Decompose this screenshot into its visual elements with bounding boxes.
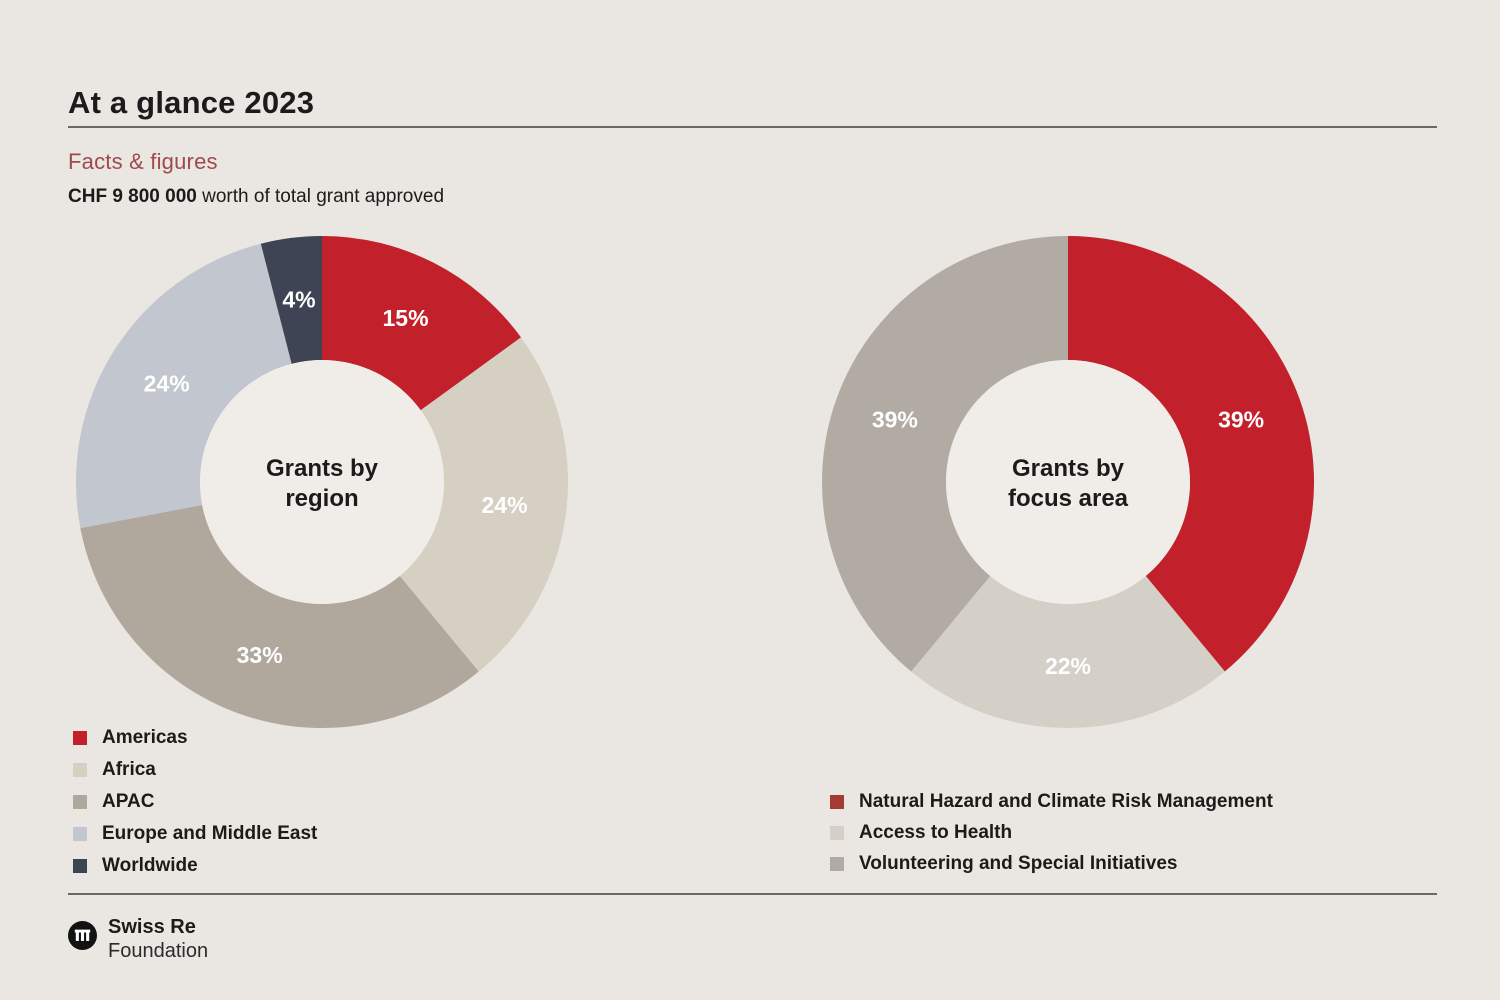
chart-center-title: Grants by region: [266, 455, 379, 512]
slice-europe-and-middle-east: [76, 243, 292, 529]
legend-swatch-access-to-health: [830, 825, 844, 840]
slice-percentage-access-to-health: 22%: [1045, 653, 1091, 679]
legend-label-africa: Africa: [102, 759, 156, 780]
legend-item-apac: APAC: [73, 786, 317, 818]
slice-volunteering-and-special-initiatives: [822, 236, 1068, 672]
brand-text-block: Swiss Re Foundation: [108, 915, 208, 963]
swiss-re-logo-icon: [68, 921, 97, 950]
slice-apac: [80, 504, 479, 728]
slice-percentage-worldwide: 4%: [282, 286, 315, 312]
top-divider: [68, 126, 1437, 128]
slice-worldwide: [260, 236, 322, 364]
legend-label-americas: Americas: [102, 727, 188, 748]
grant-total-amount: CHF 9 800 000: [68, 186, 197, 207]
donut-chart-focus-area-svg: 39% 22% 39% Grants by focus area: [822, 236, 1314, 728]
page-title: At a glance 2023: [68, 84, 315, 120]
slice-access-to-health: [911, 576, 1225, 728]
slice-natural-hazard-and-climate-risk-management: [1068, 236, 1314, 672]
grant-total-stat: CHF 9 800 000 worth of total grant appro…: [68, 186, 444, 208]
donut-chart-focus-area: 39% 22% 39% Grants by focus area: [822, 236, 1314, 728]
grant-total-description: worth of total grant approved: [196, 186, 445, 207]
legend-label-volunteering-and-special-initiatives: Volunteering and Special Initiatives: [859, 852, 1178, 874]
focus-area-legend: Natural Hazard and Climate Risk Manageme…: [830, 786, 1273, 879]
legend-label-worldwide: Worldwide: [102, 855, 198, 876]
legend-item-natural-hazard-and-climate-risk-management: Natural Hazard and Climate Risk Manageme…: [830, 786, 1273, 817]
legend-swatch-americas: [73, 731, 87, 745]
slice-africa: [399, 337, 568, 672]
legend-label-access-to-health: Access to Health: [859, 821, 1013, 843]
donut-hole: [946, 360, 1190, 604]
legend-label-natural-hazard-and-climate-risk-management: Natural Hazard and Climate Risk Manageme…: [859, 790, 1273, 812]
legend-item-worldwide: Worldwide: [73, 850, 317, 882]
slice-percentage-apac: 33%: [237, 642, 283, 668]
slice-percentage-europe-and-middle-east: 24%: [144, 370, 190, 396]
donut-chart-region: 15% 24% 33% 24% 4% Grants by region: [76, 236, 568, 728]
donut-hole: [200, 360, 444, 604]
region-legend: Americas Africa APAC Europe and Middle East…: [73, 722, 317, 882]
slice-percentage-africa: 24%: [482, 492, 528, 518]
legend-swatch-natural-hazard-and-climate-risk-management: [830, 794, 844, 809]
legend-item-africa: Africa: [73, 754, 317, 786]
legend-swatch-worldwide: [73, 859, 87, 873]
legend-swatch-europe-and-middle-east: [73, 827, 87, 841]
brand-name: Swiss Re: [108, 916, 196, 938]
donut-chart-region-svg: 15% 24% 33% 24% 4% Grants by region: [76, 236, 568, 728]
legend-item-access-to-health: Access to Health: [830, 817, 1273, 848]
legend-item-volunteering-and-special-initiatives: Volunteering and Special Initiatives: [830, 848, 1273, 879]
legend-swatch-africa: [73, 763, 87, 777]
legend-item-europe-and-middle-east: Europe and Middle East: [73, 818, 317, 850]
legend-label-apac: APAC: [102, 791, 155, 812]
bottom-divider: [68, 893, 1437, 895]
slice-percentage-volunteering-and-special-initiatives: 39%: [872, 407, 918, 433]
chart-center-title: Grants by focus area: [1008, 455, 1129, 512]
legend-swatch-apac: [73, 795, 87, 809]
slice-percentage-americas: 15%: [383, 305, 429, 331]
slice-percentage-natural-hazard-and-climate-risk-management: 39%: [1218, 407, 1264, 433]
slice-americas: [322, 236, 522, 411]
brand-subtitle: Foundation: [108, 940, 209, 962]
legend-label-europe-and-middle-east: Europe and Middle East: [102, 823, 318, 844]
legend-item-americas: Americas: [73, 722, 317, 754]
facts-figures-label: Facts & figures: [68, 149, 218, 174]
footer-brand: Swiss Re Foundation: [68, 915, 208, 963]
legend-swatch-volunteering-and-special-initiatives: [830, 856, 844, 871]
